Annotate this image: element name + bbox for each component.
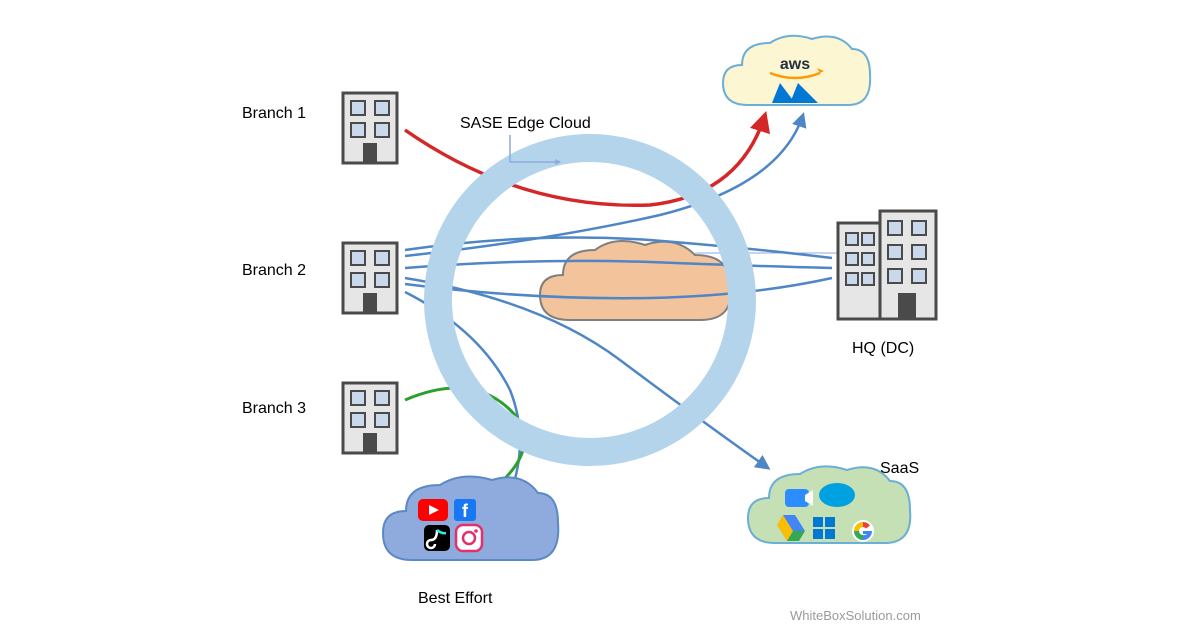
besteffort-label: Best Effort <box>418 590 492 608</box>
branch2-label: Branch 2 <box>242 262 306 280</box>
saas-label: SaaS <box>880 460 919 478</box>
branch2-building-icon <box>335 235 405 320</box>
facebook-icon: f <box>454 499 476 521</box>
salesforce-icon <box>819 483 855 507</box>
google-icon <box>852 520 874 542</box>
branch1-building-icon <box>335 85 405 170</box>
diagram-svg: aws <box>0 0 1200 628</box>
instagram-icon <box>456 525 482 551</box>
svg-text:f: f <box>462 501 469 521</box>
youtube-icon <box>418 499 448 521</box>
hq-building-icon <box>832 205 942 325</box>
branch3-label: Branch 3 <box>242 400 306 418</box>
aws-text: aws <box>780 56 810 73</box>
hq-label: HQ (DC) <box>852 340 914 358</box>
branch1-label: Branch 1 <box>242 105 306 123</box>
diagram-canvas: aws <box>0 0 1200 628</box>
watermark-text: WhiteBoxSolution.com <box>790 608 921 623</box>
branch3-building-icon <box>335 375 405 460</box>
sase-label: SASE Edge Cloud <box>460 115 591 133</box>
tiktok-icon <box>424 525 450 551</box>
aws-cloud: aws <box>723 36 870 105</box>
besteffort-cloud: f <box>383 476 558 560</box>
